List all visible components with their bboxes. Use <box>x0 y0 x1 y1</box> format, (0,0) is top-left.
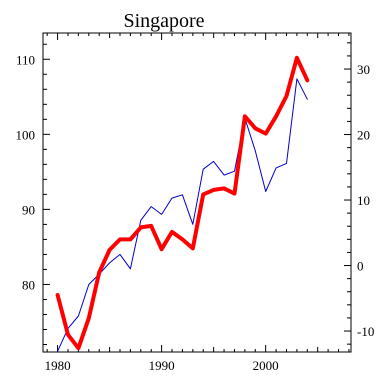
right-tick-label: -10 <box>357 324 374 339</box>
right-tick-label: 30 <box>357 62 370 77</box>
left-tick-label: 80 <box>22 277 35 292</box>
chart-title: Singapore <box>123 10 204 32</box>
right-tick-label: 20 <box>357 128 370 143</box>
x-tick-label: 1980 <box>45 358 71 373</box>
left-tick-label: 100 <box>16 127 36 142</box>
axis-ticks: 80 90 100 110 -10 0 10 20 30 1980 1990 2000 <box>16 33 374 373</box>
right-axis-series-line <box>57 78 308 352</box>
x-tick-label: 2000 <box>253 358 279 373</box>
left-tick-label: 90 <box>22 202 35 217</box>
plot-frame <box>42 32 352 353</box>
right-tick-label: 10 <box>357 193 370 208</box>
right-tick-label: 0 <box>357 259 364 274</box>
x-tick-label: 1990 <box>149 358 175 373</box>
left-tick-label: 110 <box>16 52 35 67</box>
data-series <box>55 55 310 352</box>
left-axis-series-line <box>55 55 310 351</box>
